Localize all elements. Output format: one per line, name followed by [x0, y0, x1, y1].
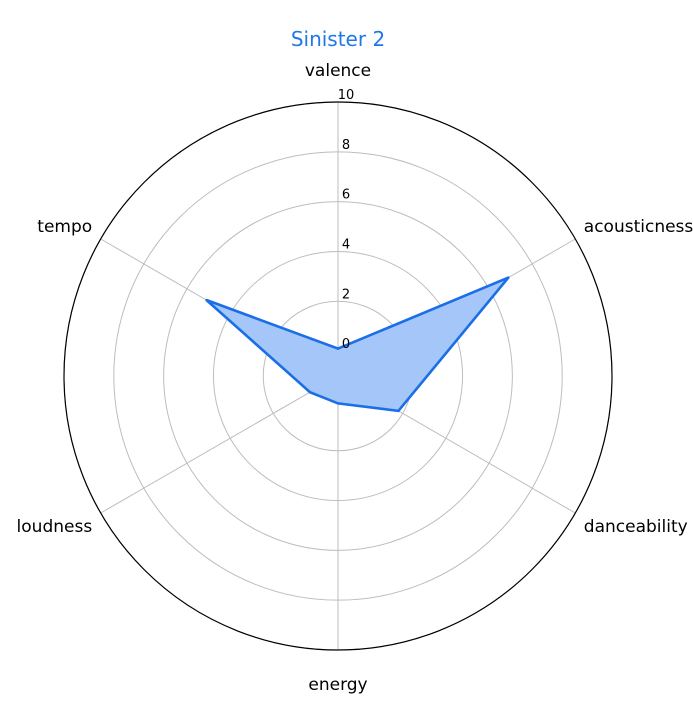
tick-label-10: 10 [338, 88, 355, 103]
outer-frame [63, 101, 613, 651]
grid-ring-4 [212, 250, 464, 502]
axis-label-danceability: danceability [584, 517, 688, 537]
axis-labels: valence acousticness danceability energy lou… [17, 61, 693, 695]
tick-label-8: 8 [342, 138, 350, 153]
grid-ring-6 [163, 201, 513, 551]
spoke-loudness [100, 375, 339, 514]
axis-label-valence: valence [305, 61, 371, 81]
point-danceability [397, 409, 400, 413]
tick-label-6: 6 [342, 188, 350, 203]
axis-label-tempo: tempo [37, 217, 92, 237]
point-tempo [205, 298, 208, 302]
point-acousticness [507, 276, 510, 279]
radar-series [205, 276, 510, 413]
point-valence [336, 347, 340, 350]
radial-tick-labels: 0 2 4 6 8 10 [338, 88, 355, 352]
point-loudness [308, 390, 312, 394]
series-area [206, 277, 509, 411]
grid-ring-8 [113, 151, 563, 601]
point-energy [336, 402, 340, 405]
tick-label-2: 2 [342, 287, 350, 302]
tick-label-4: 4 [342, 237, 350, 252]
axis-label-acousticness: acousticness [584, 217, 693, 237]
tick-label-0: 0 [342, 337, 350, 352]
axis-label-loudness: loudness [17, 517, 93, 537]
chart-title: Sinister 2 [291, 27, 385, 51]
axis-label-energy: energy [308, 675, 367, 695]
